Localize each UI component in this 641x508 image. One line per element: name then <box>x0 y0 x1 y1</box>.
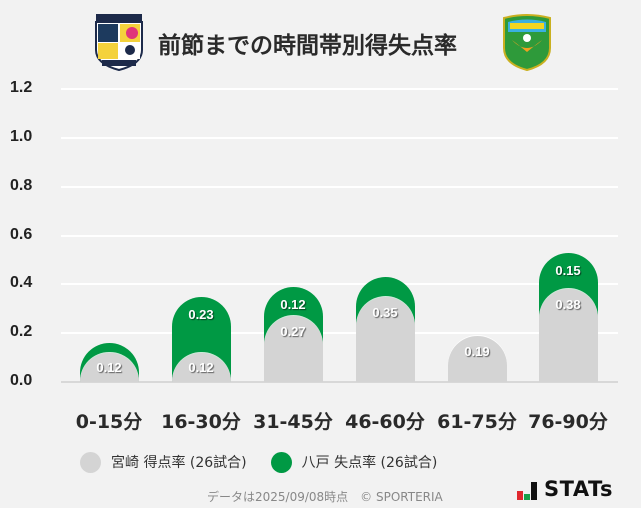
bar-value-label: 0.27 <box>280 324 306 340</box>
gridline <box>61 283 618 286</box>
bar-miyazaki-scored[interactable] <box>355 296 415 382</box>
chart-plot-area: 1.2 1.0 0.8 0.6 0.4 0.2 0.0 0.12 0-15分 0.12 0.23 16… <box>10 79 618 433</box>
bar-value-label: 0.15 <box>555 262 581 278</box>
bar-miyazaki-scored[interactable] <box>263 316 323 382</box>
chart-header: 前節までの時間帯別得失点率 <box>0 0 641 80</box>
y-tick-label: 0.4 <box>10 274 33 292</box>
y-tick-label: 1.2 <box>10 79 33 96</box>
legend-dot-green-icon <box>270 451 292 473</box>
bar-value-label: 0.38 <box>555 297 581 313</box>
legend-item-miyazaki[interactable]: 宮崎 得点率 (26試合) <box>80 451 247 473</box>
bar-value-label: 0.12 <box>280 296 306 312</box>
bar-miyazaki-scored[interactable] <box>538 289 598 382</box>
footer-note: データは2025/09/08時点 © SPORTERIA <box>207 490 443 504</box>
chart-title: 前節までの時間帯別得失点率 <box>158 33 457 59</box>
y-tick-label: 1.0 <box>10 127 33 145</box>
x-tick-label: 61-75分 <box>437 411 517 433</box>
hachinohe-crest-icon <box>500 12 554 72</box>
bar-value-label: 0.35 <box>372 304 398 320</box>
x-tick-label: 16-30分 <box>161 411 241 433</box>
legend-item-hachinohe[interactable]: 八戸 失点率 (26試合) <box>270 451 438 473</box>
bar-value-label: 0.12 <box>96 360 122 375</box>
y-tick-label: 0.2 <box>10 323 33 341</box>
gridline <box>61 332 618 335</box>
y-tick-label: 0.6 <box>10 225 33 243</box>
x-axis-line <box>61 381 618 383</box>
chart-legend: 宮崎 得点率 (26試合) 八戸 失点率 (26試合) <box>80 450 461 474</box>
bar-value-label: 0.12 <box>188 360 214 375</box>
legend-dot-gray-icon <box>80 451 101 473</box>
gridline <box>61 185 618 188</box>
x-tick-label: 0-15分 <box>75 411 143 433</box>
y-tick-label: 0.0 <box>10 372 33 389</box>
x-tick-label: 31-45分 <box>253 411 333 433</box>
x-tick-label: 76-90分 <box>528 411 608 433</box>
miyazaki-crest-icon <box>92 12 146 72</box>
legend-label: 宮崎 得点率 (26試合) <box>111 455 247 471</box>
stats-brand: STATs <box>544 477 613 501</box>
stats-bars-icon <box>517 482 538 500</box>
gridline <box>61 136 618 139</box>
bar-value-label: 0.23 <box>188 306 214 322</box>
gridline <box>61 234 618 237</box>
gridline <box>61 88 618 90</box>
y-tick-label: 0.8 <box>10 176 33 194</box>
stats-logo: STATs <box>517 478 613 500</box>
legend-label: 八戸 失点率 (26試合) <box>301 455 438 471</box>
bar-miyazaki-scored[interactable] <box>447 335 507 382</box>
x-tick-label: 46-60分 <box>345 411 425 433</box>
bar-value-label: 0.19 <box>464 343 490 359</box>
